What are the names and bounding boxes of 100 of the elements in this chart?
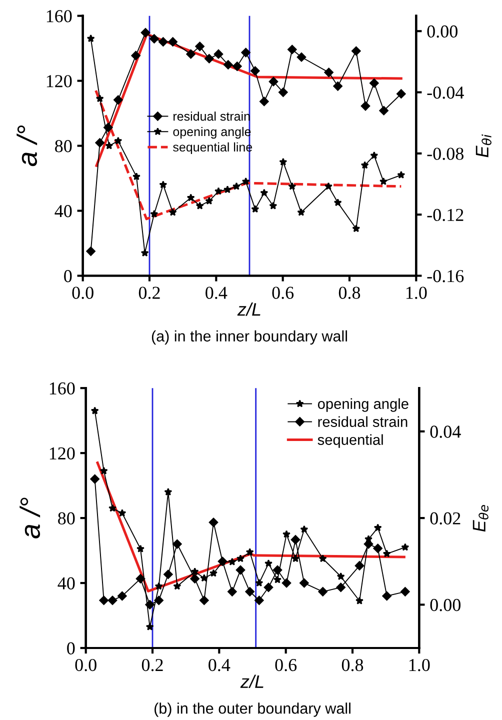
point [324, 182, 332, 190]
point [354, 561, 364, 570]
y2-tick-label: -0.04 [427, 86, 464, 99]
point [250, 66, 260, 76]
y-tick-label: 120 [46, 75, 72, 88]
point [118, 509, 126, 517]
x-tick-label: 0.6 [272, 286, 294, 299]
point [396, 89, 406, 98]
point [401, 543, 410, 551]
point [254, 596, 264, 605]
point [154, 582, 163, 590]
point [356, 596, 364, 604]
point [352, 224, 360, 232]
point [232, 62, 242, 71]
point [382, 591, 392, 601]
point [154, 596, 164, 605]
point [105, 142, 114, 150]
point [164, 488, 172, 496]
y-tick-label: 160 [46, 10, 72, 22]
text: (b) in the outer boundary wall [154, 702, 350, 717]
point [290, 535, 300, 544]
point [360, 161, 369, 169]
x-tick-label: 0.0 [75, 658, 96, 672]
x-tick-label: 0.2 [142, 658, 163, 672]
point [186, 49, 196, 59]
point [90, 474, 100, 484]
point [232, 182, 240, 190]
point [278, 88, 288, 97]
point [90, 406, 99, 414]
point [172, 539, 182, 549]
point [268, 76, 278, 86]
point [150, 34, 159, 44]
y2-tick-label: 0.00 [427, 25, 458, 38]
y-tick-label: 40 [58, 577, 75, 590]
point [274, 576, 282, 584]
y-tick-label: 0 [64, 270, 72, 282]
y2-tick-label: -0.12 [427, 208, 464, 222]
x-tick-label: 0.4 [206, 286, 228, 299]
point [282, 530, 291, 538]
point [223, 185, 232, 194]
point [208, 518, 218, 527]
x-tick-label: 0.6 [275, 658, 297, 672]
y2-tick-label: -0.08 [427, 148, 464, 160]
point [241, 48, 250, 58]
point [360, 101, 370, 111]
point [288, 182, 296, 190]
point [379, 106, 388, 116]
y-tick-label: 80 [55, 140, 72, 152]
point [214, 187, 222, 195]
point [136, 544, 145, 552]
x-tick-label: 0.8 [338, 286, 360, 299]
point [150, 210, 158, 218]
point [379, 177, 388, 186]
y-tick-label: 40 [54, 205, 72, 218]
point [108, 596, 118, 605]
y-tick-label: 120 [50, 447, 75, 460]
point [236, 554, 245, 562]
y-tick-label: 160 [50, 382, 75, 395]
point [114, 136, 122, 144]
y2-tick-label: 0.02 [430, 512, 460, 525]
text: (a) in the inner boundary wall [152, 330, 347, 345]
point [100, 466, 108, 474]
point [140, 248, 149, 257]
point [318, 587, 328, 596]
point [374, 524, 382, 532]
x-tick-label: 0.8 [342, 658, 364, 672]
y-axis-title: a /° [16, 125, 38, 166]
point [245, 587, 254, 596]
point [108, 504, 117, 512]
point [186, 194, 195, 202]
point [264, 582, 274, 592]
point [132, 172, 140, 180]
point [264, 559, 273, 568]
legend-label: residual strain [318, 416, 408, 427]
point [214, 49, 224, 59]
point [145, 600, 154, 610]
point [228, 587, 237, 596]
point [210, 569, 218, 577]
point [95, 138, 104, 148]
line-series [96, 462, 406, 592]
x-tick-label: 0.4 [208, 658, 230, 672]
y-tick-label: 0 [67, 642, 75, 654]
y-axis-title: a /° [20, 498, 40, 538]
point [260, 188, 268, 196]
point [200, 596, 209, 605]
point [279, 158, 288, 166]
point [86, 246, 96, 256]
point [190, 567, 199, 576]
point [373, 544, 382, 553]
point [397, 170, 406, 179]
point [382, 550, 391, 558]
x-axis-title: z/L [240, 674, 264, 688]
point [173, 582, 182, 590]
point [195, 42, 204, 52]
point [296, 52, 306, 62]
x-axis-title: z/L [237, 302, 260, 316]
point [140, 28, 150, 38]
point [324, 68, 334, 78]
x-tick-label: 0.0 [72, 286, 94, 299]
point [118, 591, 127, 601]
